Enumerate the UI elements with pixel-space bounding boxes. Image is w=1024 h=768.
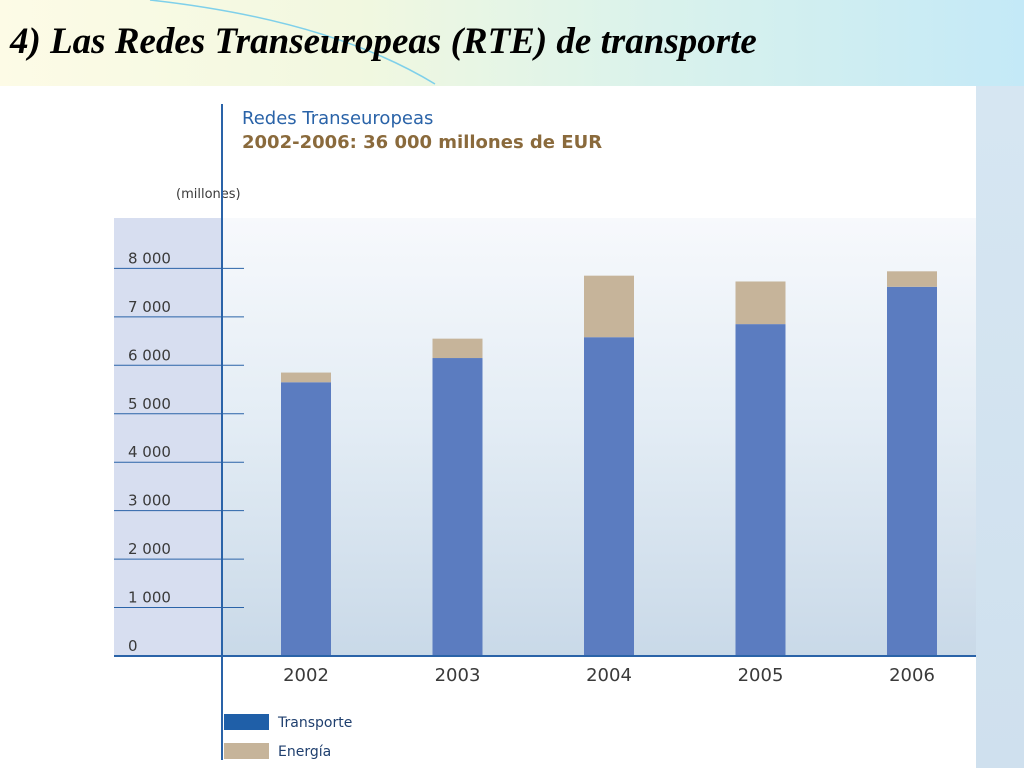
x-tick-label: 2004 xyxy=(586,665,632,686)
bar-transporte-2005 xyxy=(735,324,786,656)
x-tick-label: 2002 xyxy=(283,665,329,686)
legend-swatch-energ-a xyxy=(224,743,269,759)
chart-title: Redes Transeuropeas xyxy=(242,108,433,129)
bar-energ-a-2004 xyxy=(584,275,634,338)
bar-energ-a-2005 xyxy=(735,281,786,325)
legend-label: Transporte xyxy=(277,715,352,731)
y-tick-label: 7 000 xyxy=(128,298,171,316)
bar-transporte-2002 xyxy=(281,382,331,656)
x-tick-labels: 2002 2003 2004 2005 2006 xyxy=(283,665,935,686)
y-tick-label: 2 000 xyxy=(128,540,171,558)
right-edge-panel xyxy=(976,86,1024,768)
legend-swatch-transporte xyxy=(224,714,269,730)
y-tick-label: 3 000 xyxy=(128,492,171,510)
y-tick-labels: 0 1 000 2 000 3 000 4 000 5 000 6 000 7 000 8 00… xyxy=(128,249,171,655)
title-decor-arc xyxy=(149,0,436,85)
bar-energ-a-2002 xyxy=(281,372,331,383)
x-tick-label: 2005 xyxy=(738,665,784,686)
bar-group xyxy=(281,271,937,656)
y-axis-label: (millones) xyxy=(176,187,241,202)
bar-transporte-2004 xyxy=(584,337,634,656)
chart-subtitle: 2002-2006: 36 000 millones de EUR xyxy=(242,132,602,153)
y-tick-label: 6 000 xyxy=(128,346,171,364)
y-tick-label: 4 000 xyxy=(128,443,171,461)
y-tick-label: 1 000 xyxy=(128,589,171,607)
legend-label: Energía xyxy=(278,744,331,760)
bar-transporte-2006 xyxy=(887,286,937,656)
legend: Transporte Energía xyxy=(224,714,352,760)
bar-transporte-2003 xyxy=(432,358,483,656)
title-band xyxy=(0,0,1024,86)
y-tick-label: 0 xyxy=(128,637,138,655)
x-tick-label: 2003 xyxy=(435,665,481,686)
slide-title: 4) Las Redes Transeuropeas (RTE) de tran… xyxy=(10,21,757,62)
x-tick-label: 2006 xyxy=(889,665,935,686)
bar-energ-a-2006 xyxy=(887,271,937,287)
bar-energ-a-2003 xyxy=(432,338,483,359)
y-tick-label: 5 000 xyxy=(128,395,171,413)
y-tick-label: 8 000 xyxy=(128,249,171,267)
axis-panel xyxy=(114,218,222,656)
